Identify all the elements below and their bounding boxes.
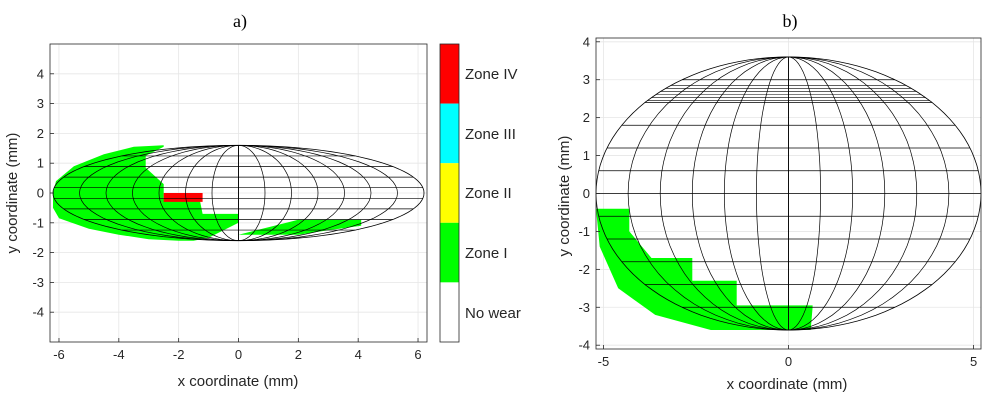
y-tick-label: -1: [32, 215, 44, 230]
colorbar-segment-no-wear: [440, 282, 459, 342]
panel-a-x-axis-label: x coordinate (mm): [178, 373, 299, 390]
panel-b-x-axis-label: x coordinate (mm): [727, 376, 848, 393]
y-tick-label: 1: [37, 156, 44, 171]
wear-zone-zone-i: [596, 208, 813, 330]
panel-a-y-axis-label: y coordinate (mm): [4, 133, 21, 254]
x-tick-label: 2: [295, 347, 302, 362]
panel-a-x-ticks: -6 -4 -2 0 2 4 6: [53, 338, 422, 362]
x-tick-label: -2: [173, 347, 185, 362]
colorbar-label-no-wear: No wear: [465, 305, 521, 322]
y-tick-label: 3: [583, 72, 590, 87]
y-tick-label: -4: [578, 338, 590, 353]
colorbar-segment-zone-iii: [440, 103, 459, 164]
colorbar-segment-zone-i: [440, 222, 459, 283]
colorbar-segment-zone-ii: [440, 163, 459, 223]
y-tick-label: -4: [32, 305, 44, 320]
x-tick-label: 0: [235, 347, 242, 362]
colorbar: Zone IV Zone III Zone II Zone I No wear: [439, 43, 521, 343]
y-tick-label: -3: [32, 275, 44, 290]
wear-zone-zone-iv: [163, 193, 203, 202]
mesh-meridian: [211, 144, 239, 242]
y-tick-label: 2: [583, 110, 590, 125]
y-tick-label: 2: [37, 126, 44, 141]
y-tick-label: -1: [578, 224, 590, 239]
colorbar-frame: [439, 43, 460, 343]
mesh-meridian: [238, 144, 398, 242]
y-tick-label: 3: [37, 96, 44, 111]
y-tick-label: 4: [583, 34, 590, 49]
panel-b-x-ticks: -5 0 5: [598, 345, 977, 369]
panel-a: a) -6 -4 -2 0 2 4 6 4 3 2 1 0 -1 -2 -3 -4 x coordinate…: [4, 11, 428, 390]
mesh-meridian: [185, 144, 239, 242]
mesh-meridian: [158, 144, 239, 242]
x-tick-label: -6: [53, 347, 65, 362]
y-tick-label: -3: [578, 300, 590, 315]
colorbar-label-zone-iv: Zone IV: [465, 66, 518, 83]
mesh-meridian: [79, 144, 239, 242]
x-tick-label: -4: [113, 347, 125, 362]
colorbar-segment-zone-iv: [440, 44, 459, 104]
y-tick-label: 4: [37, 66, 44, 81]
mesh-meridian: [132, 144, 239, 242]
x-tick-label: 0: [785, 354, 792, 369]
colorbar-label-zone-ii: Zone II: [465, 185, 512, 202]
y-tick-label: 0: [37, 186, 44, 201]
x-tick-label: 4: [355, 347, 362, 362]
panel-b-label: b): [783, 11, 798, 32]
x-tick-label: -5: [598, 354, 610, 369]
colorbar-label-zone-iii: Zone III: [465, 126, 516, 143]
mesh-meridian: [238, 144, 372, 242]
colorbar-label-zone-i: Zone I: [465, 245, 508, 262]
panel-b-y-ticks: 4 3 2 1 0 -1 -2 -3 -4: [578, 34, 600, 353]
y-tick-label: -2: [32, 245, 44, 260]
panel-a-label: a): [233, 11, 247, 32]
y-tick-label: -2: [578, 262, 590, 277]
mesh-meridian: [238, 144, 345, 242]
mesh-meridian: [238, 144, 266, 242]
wear-zone-zone-i: [53, 145, 362, 241]
mesh-meridian: [105, 144, 239, 242]
mesh-meridian: [238, 144, 319, 242]
y-tick-label: 0: [583, 186, 590, 201]
mesh-meridian: [238, 144, 292, 242]
y-tick-label: 1: [583, 148, 590, 163]
panel-b-y-axis-label: y coordinate (mm): [556, 136, 573, 257]
x-tick-label: 5: [970, 354, 977, 369]
panel-b-wear-zones: [596, 208, 813, 330]
panel-a-wear-zones: [53, 145, 362, 241]
panel-a-y-ticks: 4 3 2 1 0 -1 -2 -3 -4: [32, 66, 54, 320]
x-tick-label: 6: [414, 347, 421, 362]
